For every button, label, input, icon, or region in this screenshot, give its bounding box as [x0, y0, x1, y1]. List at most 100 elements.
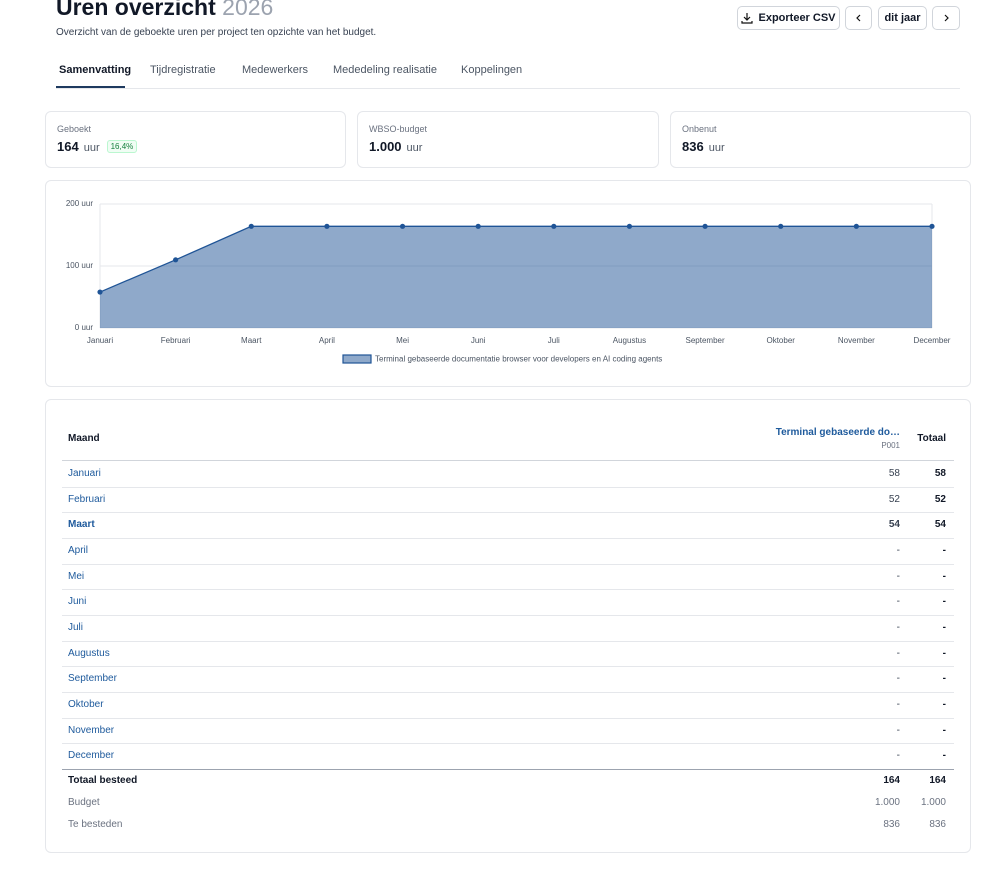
cell: -: [896, 673, 900, 685]
unit: uur: [83, 142, 100, 154]
month-link[interactable]: Februari: [68, 493, 106, 505]
cell: -: [896, 698, 900, 710]
chevron-left: [855, 14, 860, 22]
title: Uren overzicht 2026: [56, 0, 273, 21]
tab[interactable]: Samenvatting: [59, 64, 132, 76]
point: [626, 223, 633, 229]
row-border: [62, 512, 954, 514]
row-border: [62, 640, 954, 642]
row-border: [62, 486, 954, 488]
cell: 1.000: [874, 797, 900, 808]
cell: -: [942, 698, 946, 710]
row-border: [62, 768, 954, 770]
x-tick-label: Mei: [396, 336, 409, 345]
value: 164: [57, 139, 79, 154]
table-card: Maand Terminal gebaseerde do… P001 Totaal Ja…: [45, 399, 971, 853]
line: [99, 225, 932, 293]
col-header: Maand: [68, 433, 100, 444]
cell: -: [942, 596, 946, 608]
col-code: P001: [881, 441, 900, 450]
cell: 836: [929, 819, 946, 830]
point: [248, 223, 254, 229]
month-link[interactable]: Augustus: [68, 647, 110, 659]
point: [324, 223, 330, 229]
x-tick-label: Oktober: [766, 336, 795, 345]
footer-label: Totaal besteed: [68, 775, 138, 786]
month-link[interactable]: Mei: [68, 570, 85, 582]
stat-card: Geboekt 164 uur 16,4%: [45, 111, 346, 168]
value: 1.000: [369, 139, 402, 154]
month-link[interactable]: Maart: [68, 519, 95, 531]
y-tick-label: 100 uur: [66, 261, 93, 270]
x-tick-label: Maart: [241, 336, 262, 345]
month-link[interactable]: Januari: [68, 468, 101, 479]
cell: 164: [929, 775, 946, 786]
row-border: [62, 538, 954, 540]
cell: -: [942, 621, 946, 633]
tab[interactable]: Mededeling realisatie: [333, 64, 437, 76]
point: [97, 289, 103, 295]
point: [778, 223, 784, 229]
stat-card: WBSO-budget 1.000 uur: [357, 111, 659, 168]
cell: 54: [934, 519, 946, 531]
point: [853, 223, 859, 229]
x-tick-label: September: [686, 336, 725, 345]
tab[interactable]: Tijdregistratie: [150, 64, 216, 76]
prev-button[interactable]: [845, 6, 872, 30]
export-button[interactable]: Exporteer CSV: [737, 6, 840, 30]
chevron-right: [944, 14, 949, 22]
month-link[interactable]: Oktober: [68, 698, 104, 710]
row-border: [62, 589, 954, 591]
stat-value: 1.000 uur: [369, 139, 422, 154]
col-header: Totaal: [917, 433, 946, 444]
x-tick-label: November: [838, 336, 875, 345]
cell: -: [942, 750, 946, 762]
value: 836: [682, 139, 704, 154]
tabs-border: [56, 88, 960, 89]
cell: -: [896, 596, 900, 608]
tab-underline: [56, 86, 125, 88]
cell: 58: [934, 468, 946, 479]
row-border: [62, 743, 954, 745]
stat-label: WBSO-budget: [369, 124, 428, 134]
chart: 0 uur 100 uur 200 uur Januari Februari Maart A…: [66, 199, 951, 364]
cell: 54: [888, 519, 900, 531]
cell: 1.000: [920, 797, 946, 808]
footer-label: Te besteden: [68, 819, 123, 830]
unit: uur: [406, 142, 423, 154]
row-border: [62, 717, 954, 719]
unit: uur: [708, 142, 725, 154]
legend-label: Terminal gebaseerde documentatie browser…: [375, 355, 662, 364]
tab[interactable]: Koppelingen: [461, 64, 523, 76]
badge: 16,4%: [106, 140, 138, 153]
x-tick-label: Juni: [471, 336, 486, 345]
stat-label: Onbenut: [682, 124, 717, 134]
point: [551, 223, 557, 229]
month-link[interactable]: Juni: [68, 596, 87, 608]
y-tick-label: 200 uur: [66, 199, 93, 208]
month-link[interactable]: September: [68, 673, 117, 685]
month-link[interactable]: November: [68, 724, 115, 736]
y-tick-label: 0 uur: [75, 323, 94, 332]
cell: -: [942, 570, 946, 582]
tab[interactable]: Medewerkers: [242, 64, 309, 76]
month-link[interactable]: December: [68, 750, 115, 762]
month-link[interactable]: April: [68, 544, 89, 556]
next-button[interactable]: [932, 6, 960, 30]
cell: -: [896, 647, 900, 659]
cell: -: [896, 621, 900, 633]
x-tick-label: April: [319, 336, 335, 345]
row-border: [62, 692, 954, 693]
row-border: [62, 666, 954, 668]
cell: -: [942, 673, 946, 685]
footer-label: Budget: [68, 797, 100, 808]
month-link[interactable]: Juli: [68, 621, 84, 633]
cell: -: [896, 570, 900, 582]
stat-label: Geboekt: [57, 124, 92, 134]
year-button[interactable]: dit jaar: [878, 6, 927, 30]
cell: 836: [883, 819, 900, 830]
x-tick-label: Juli: [548, 336, 560, 345]
x-tick-label: December: [914, 336, 951, 345]
point: [399, 223, 406, 229]
cell: -: [896, 544, 900, 556]
